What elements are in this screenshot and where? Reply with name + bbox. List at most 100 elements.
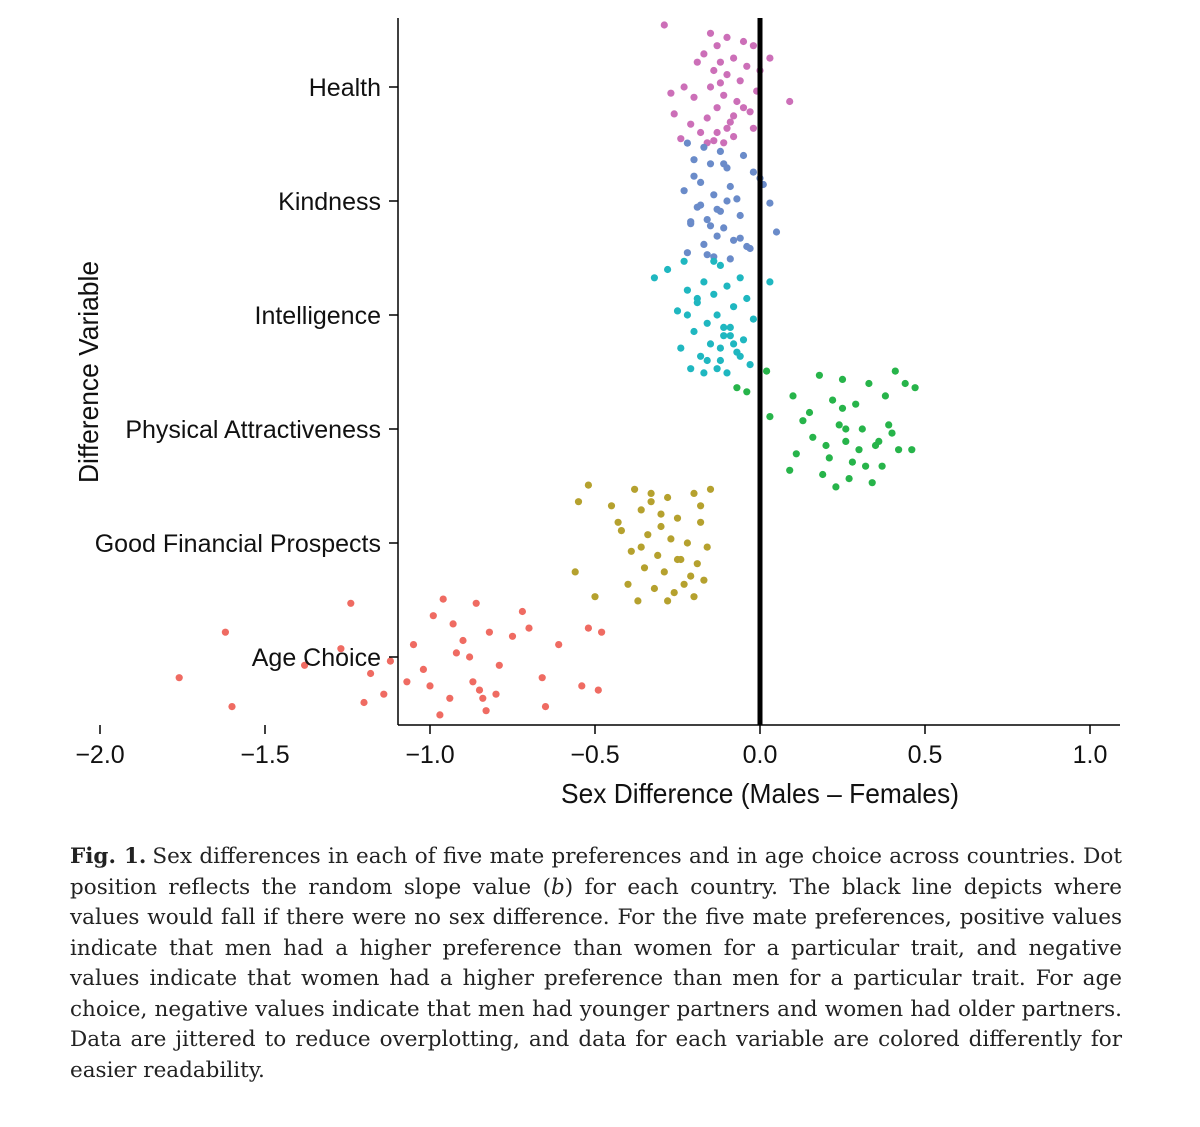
data-point	[763, 367, 771, 375]
data-point	[687, 120, 695, 128]
data-point	[865, 379, 873, 388]
data-point	[485, 628, 493, 636]
data-point	[885, 421, 893, 429]
data-point	[716, 356, 725, 365]
data-point	[680, 257, 688, 265]
data-point	[670, 110, 678, 118]
data-point	[614, 518, 622, 526]
data-point	[693, 294, 701, 303]
data-point	[700, 369, 708, 377]
data-point	[429, 612, 437, 620]
data-point	[449, 620, 457, 628]
data-point	[654, 551, 662, 560]
data-point	[673, 514, 682, 522]
data-point	[713, 205, 721, 213]
data-point	[697, 502, 705, 510]
data-point	[726, 118, 734, 126]
data-point	[670, 589, 678, 597]
data-point	[743, 242, 751, 251]
data-point	[726, 323, 734, 331]
data-point	[403, 678, 411, 686]
data-point	[815, 371, 824, 379]
data-point	[786, 97, 794, 106]
data-point	[881, 392, 890, 400]
data-point	[495, 661, 503, 669]
data-point	[584, 624, 593, 632]
data-point	[739, 104, 748, 112]
data-point	[736, 77, 744, 85]
data-point	[786, 466, 794, 474]
data-point	[749, 315, 758, 323]
data-point	[749, 168, 758, 176]
data-point	[710, 257, 718, 265]
data-point	[683, 539, 692, 547]
y-tick-label: Good Financial Prospects	[95, 530, 381, 558]
data-point	[845, 475, 853, 483]
data-point	[650, 584, 659, 593]
data-point	[680, 580, 688, 588]
data-point	[683, 249, 692, 257]
data-point	[891, 367, 899, 375]
data-point	[640, 564, 649, 572]
data-point	[693, 58, 701, 66]
x-tick-label: −2.0	[75, 741, 124, 769]
data-point	[700, 240, 708, 248]
data-point	[730, 54, 738, 62]
y-tick-label: Intelligence	[255, 302, 381, 330]
data-point	[380, 690, 388, 698]
data-point	[492, 690, 500, 698]
data-point	[710, 191, 718, 199]
data-point	[667, 535, 675, 543]
y-axis-label: Difference Variable	[73, 261, 104, 483]
data-point	[723, 71, 731, 79]
data-point	[459, 636, 467, 645]
data-point	[657, 522, 665, 531]
data-point	[697, 178, 705, 186]
data-point	[766, 413, 774, 421]
data-point	[706, 340, 715, 348]
data-point	[799, 417, 807, 425]
data-point	[730, 112, 738, 120]
data-point	[703, 216, 711, 224]
data-point	[683, 311, 692, 319]
data-point	[726, 255, 734, 263]
x-tick-label: −1.5	[240, 741, 289, 769]
data-point	[706, 83, 715, 91]
x-tick-label: 0.5	[908, 741, 943, 769]
data-point	[911, 384, 919, 392]
data-point	[835, 421, 843, 429]
data-point	[472, 599, 480, 607]
data-point	[690, 156, 698, 164]
figure-caption: Fig. 1. Sex differences in each of five m…	[70, 842, 1122, 1086]
data-point	[436, 711, 444, 719]
data-point	[749, 124, 758, 132]
data-point	[703, 114, 711, 122]
data-point	[733, 97, 741, 106]
data-point	[673, 555, 682, 564]
data-point	[690, 489, 698, 497]
data-point	[644, 531, 652, 539]
data-point	[838, 404, 847, 412]
data-point	[475, 686, 484, 694]
data-point	[697, 352, 705, 360]
data-point	[574, 498, 583, 506]
data-point	[703, 251, 711, 259]
data-point	[743, 388, 751, 396]
data-point	[571, 568, 579, 576]
data-point	[697, 518, 705, 526]
data-point	[789, 392, 797, 400]
data-point	[660, 568, 668, 576]
data-point	[720, 160, 728, 168]
data-point	[723, 197, 731, 205]
data-point	[591, 593, 599, 601]
data-point	[736, 234, 744, 242]
dot-plot-chart: Health Kindness Intelligence Physical Attra…	[73, 18, 1120, 809]
data-point	[875, 437, 883, 445]
y-axis-ticks: Health Kindness Intelligence Physical Attra…	[95, 74, 398, 672]
data-point	[739, 336, 748, 344]
data-point	[819, 470, 827, 479]
data-point	[466, 653, 474, 661]
data-point	[723, 282, 731, 290]
data-point	[693, 560, 701, 568]
data-point	[426, 682, 434, 690]
